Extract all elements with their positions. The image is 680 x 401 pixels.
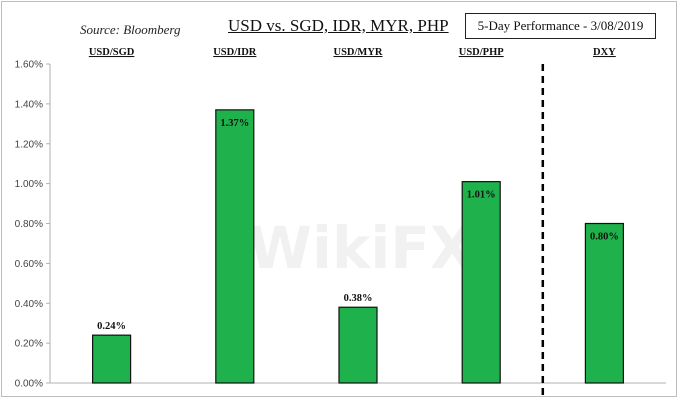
y-tick-label: 1.60% — [15, 60, 43, 71]
category-label: USD/IDR — [213, 47, 257, 58]
bar-chart: WikiFX 0.00% 0.20% 0.40% 0.60% 0.80% 1.00% 1.2… — [2, 2, 677, 397]
bar — [339, 307, 377, 383]
watermark-text: WikiFX — [248, 214, 475, 282]
category-label: DXY — [593, 47, 616, 58]
y-tick-label: 0.60% — [15, 259, 43, 270]
y-tick-label: 0.20% — [15, 339, 43, 350]
category-label: USD/MYR — [334, 47, 383, 58]
data-label: 0.24% — [97, 321, 126, 332]
y-tick-label: 0.40% — [15, 299, 43, 310]
category-label: USD/SGD — [89, 47, 135, 58]
y-tick-label: 1.00% — [15, 179, 43, 190]
data-label: 1.01% — [467, 190, 496, 201]
bar — [585, 224, 623, 384]
data-label: 0.80% — [590, 232, 619, 243]
y-tick-label: 0.00% — [15, 379, 43, 390]
y-tick-label: 0.80% — [15, 219, 43, 230]
bar — [462, 182, 500, 383]
bar — [93, 335, 131, 383]
data-label: 0.38% — [344, 293, 373, 304]
data-label: 1.37% — [220, 118, 249, 129]
y-tick-label: 1.20% — [15, 139, 43, 150]
y-tick-label: 1.40% — [15, 99, 43, 110]
category-labels: USD/SGD USD/IDR USD/MYR USD/PHP DXY — [89, 47, 616, 58]
bar — [216, 110, 254, 383]
category-label: USD/PHP — [459, 47, 505, 58]
